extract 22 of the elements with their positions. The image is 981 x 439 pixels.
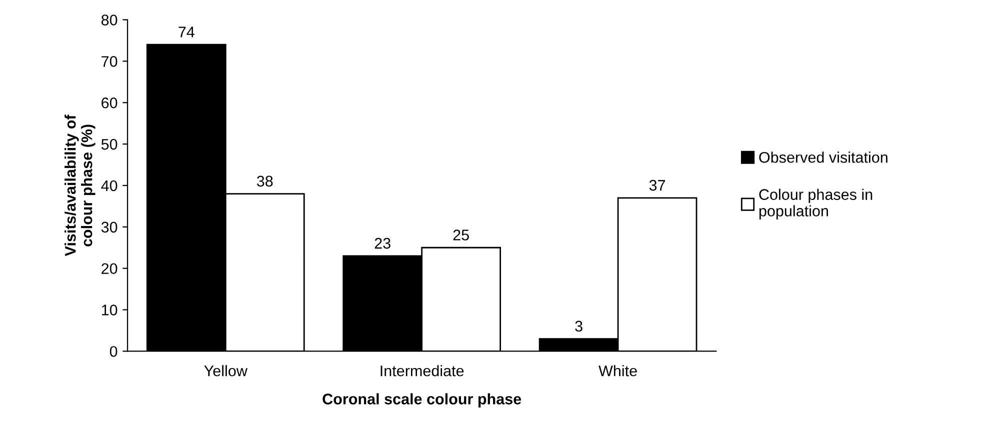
y-tick-label: 70 xyxy=(102,56,118,67)
y-tick-label: 0 xyxy=(110,346,118,357)
y-tick-label: 60 xyxy=(102,97,118,108)
x-tick-label: White xyxy=(598,365,637,376)
x-tick-label: Yellow xyxy=(204,365,248,376)
data-label: 23 xyxy=(374,238,390,249)
data-label: 25 xyxy=(453,230,469,240)
data-label: 37 xyxy=(649,180,665,191)
y-tick-label: 10 xyxy=(102,304,118,316)
legend-label: Colour phases in population xyxy=(759,188,872,220)
y-tick-label: 30 xyxy=(101,222,118,233)
legend-label: Observed visitation xyxy=(759,152,888,163)
x-axis-title: Coronal scale colour phase xyxy=(322,393,522,408)
y-tick-label: 40 xyxy=(101,180,118,192)
y-axis-title: Visits/availability of colour phase (%) xyxy=(64,114,96,256)
y-tick-label: 50 xyxy=(101,138,118,150)
data-label: 3 xyxy=(575,320,582,332)
data-label: 38 xyxy=(256,176,273,187)
x-tick-label: Intermediate xyxy=(380,365,464,376)
data-label: 74 xyxy=(178,26,194,38)
y-tick-label: 20 xyxy=(102,263,118,274)
y-tick-label: 80 xyxy=(101,14,118,26)
